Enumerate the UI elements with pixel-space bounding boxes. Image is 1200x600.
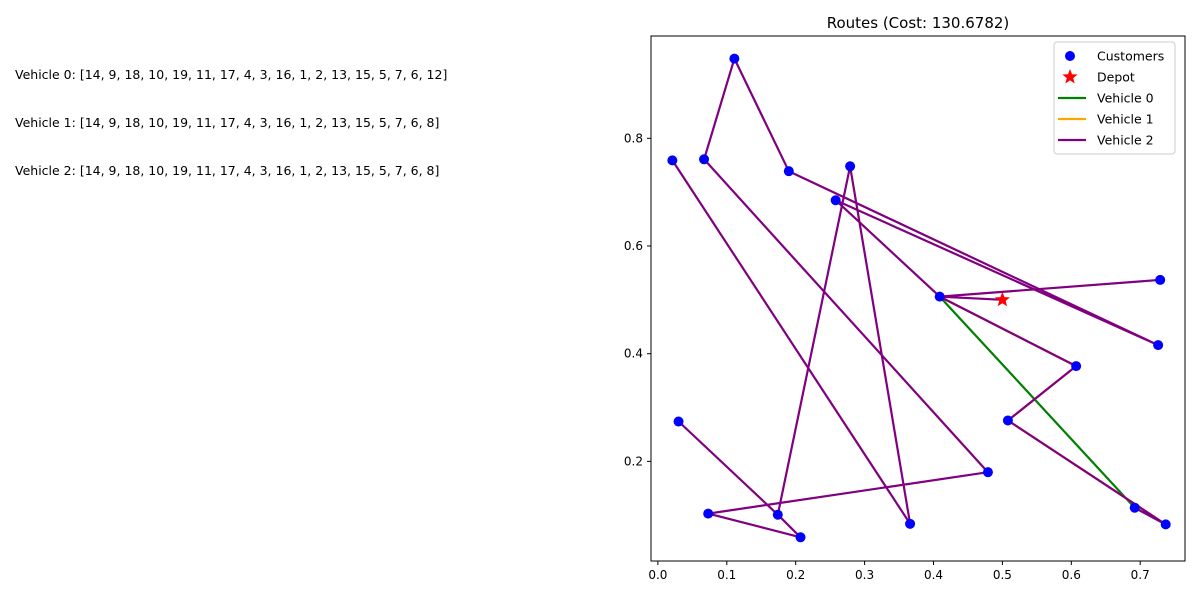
x-tick-label: 0.0: [648, 568, 667, 582]
customer-point: [830, 195, 841, 206]
legend-label: Vehicle 1: [1097, 112, 1154, 127]
customer-point: [1002, 415, 1013, 426]
x-tick-label: 0.2: [786, 568, 805, 582]
plot-area: 0.0 0.1 0.2 0.3 0.4 0.5 0.6 0.7 0.2 0.4 0.6 0.8: [624, 35, 1186, 582]
x-tick-label: 0.7: [1131, 568, 1150, 582]
customer-point: [783, 166, 794, 177]
legend-customers-marker: [1065, 51, 1075, 61]
plot-frame: [650, 35, 1186, 562]
x-tick-label: 0.3: [855, 568, 874, 582]
legend-label: Vehicle 0: [1097, 91, 1154, 106]
customer-point: [845, 161, 856, 172]
route-text-block: Vehicle 0: [14, 9, 18, 10, 19, 11, 17, 4…: [15, 35, 447, 195]
x-tick-label: 0.1: [717, 568, 736, 582]
customer-point: [729, 53, 740, 64]
customer-point: [905, 518, 916, 529]
legend-label: Vehicle 2: [1097, 133, 1154, 148]
x-tick-label: 0.4: [924, 568, 943, 582]
y-tick-label: 0.8: [624, 131, 643, 145]
legend-label: Customers: [1097, 49, 1164, 64]
route-line-vehicle-0: [938, 295, 1167, 526]
customer-point: [673, 416, 684, 427]
y-tick-label: 0.2: [624, 454, 643, 468]
y-tick-label: 0.4: [624, 347, 643, 361]
depot-marker: [994, 291, 1010, 307]
legend-box: [1053, 41, 1176, 155]
legend-depot-marker: [1062, 69, 1078, 84]
customer-point: [1153, 340, 1164, 351]
route-line-vehicle-1: Vehicle 1: [14, 9, 18, 10, 19, 11, 17, 4…: [15, 115, 440, 130]
legend: Customers Depot Vehicle 0 Vehicle 1 Vehicle …: [1053, 41, 1176, 155]
customer-point: [1071, 361, 1082, 372]
customer-point: [934, 291, 945, 302]
y-tick-label: 0.6: [624, 239, 643, 253]
x-tick-label: 0.5: [993, 568, 1012, 582]
customer-point: [667, 155, 678, 166]
route-line-vehicle-1: [938, 295, 1167, 526]
customer-point: [772, 509, 783, 520]
route-line-vehicle-0: Vehicle 0: [14, 9, 18, 10, 19, 11, 17, 4…: [15, 67, 448, 82]
customer-point: [1155, 274, 1166, 285]
legend-label: Depot: [1097, 70, 1135, 85]
customer-point: [1160, 519, 1171, 530]
route-line-vehicle-2: [671, 57, 1167, 539]
customer-point: [795, 532, 806, 543]
x-tick-label: 0.6: [1062, 568, 1081, 582]
chart-title: Routes (Cost: 130.6782): [827, 14, 1010, 32]
route-line-vehicle-2: Vehicle 2: [14, 9, 18, 10, 19, 11, 17, 4…: [15, 163, 440, 178]
customer-point: [699, 154, 710, 165]
customer-point: [982, 467, 993, 478]
customer-point: [1129, 502, 1140, 513]
customer-point: [703, 508, 714, 519]
